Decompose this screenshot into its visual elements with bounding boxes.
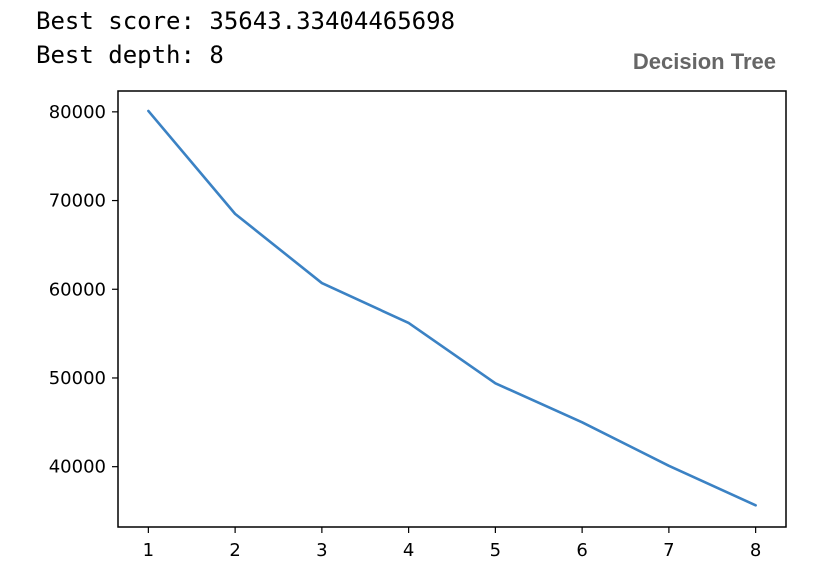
cell-output: Best score: 35643.33404465698 Best depth:…	[36, 4, 455, 72]
x-tick-label: 4	[403, 540, 414, 561]
plot-frame	[117, 90, 787, 528]
best-score-text: Best score: 35643.33404465698	[36, 7, 456, 35]
y-tick-label: 50000	[49, 368, 106, 389]
x-tick-label: 1	[143, 540, 154, 561]
x-tick-label: 2	[229, 540, 240, 561]
x-tick-label: 8	[750, 540, 761, 561]
series-line	[147, 109, 757, 507]
chart-caption: Decision Tree	[632, 49, 776, 74]
x-tick-label: 5	[490, 540, 501, 561]
y-tick-label: 70000	[49, 191, 106, 212]
x-tick-label: 6	[576, 540, 587, 561]
x-tick-label: 3	[316, 540, 327, 561]
x-tick-label: 7	[663, 540, 674, 561]
y-tick-label: 40000	[49, 457, 106, 478]
y-tick-label: 80000	[49, 102, 106, 123]
best-depth-text: Best depth: 8	[36, 41, 224, 69]
y-tick-label: 60000	[49, 279, 106, 300]
